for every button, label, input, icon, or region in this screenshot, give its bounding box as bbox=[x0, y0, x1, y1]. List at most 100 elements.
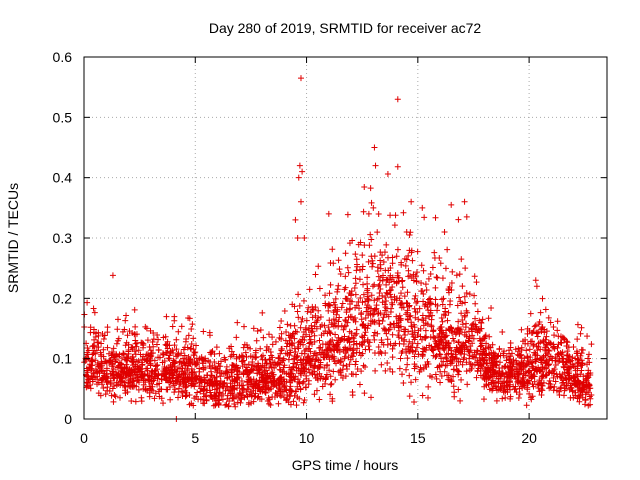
data-point bbox=[207, 365, 214, 372]
data-point bbox=[383, 241, 390, 248]
data-point bbox=[166, 383, 173, 390]
data-point bbox=[366, 346, 373, 353]
data-point bbox=[303, 375, 310, 382]
data-point bbox=[172, 367, 179, 374]
data-point bbox=[306, 286, 313, 293]
data-point bbox=[114, 326, 121, 333]
y-axis-label: SRMTID / TECUs bbox=[5, 183, 21, 293]
data-point bbox=[155, 370, 162, 377]
data-point bbox=[344, 211, 351, 218]
data-point bbox=[231, 366, 238, 373]
data-point bbox=[469, 353, 476, 360]
data-point bbox=[335, 282, 342, 289]
data-point bbox=[507, 393, 514, 400]
data-point bbox=[409, 349, 416, 356]
data-point bbox=[267, 361, 274, 368]
data-point bbox=[350, 346, 357, 353]
data-point bbox=[365, 322, 372, 329]
data-point bbox=[342, 250, 349, 257]
data-point bbox=[392, 212, 399, 219]
data-point bbox=[405, 267, 412, 274]
data-point bbox=[262, 390, 269, 397]
data-point bbox=[444, 372, 451, 379]
data-point bbox=[457, 344, 464, 351]
data-point bbox=[574, 321, 581, 328]
data-point bbox=[322, 292, 329, 299]
data-point bbox=[244, 393, 251, 400]
data-point bbox=[461, 293, 468, 300]
data-point bbox=[101, 370, 108, 377]
data-point bbox=[121, 382, 128, 389]
data-point bbox=[538, 382, 545, 389]
data-point bbox=[188, 365, 195, 372]
data-point bbox=[294, 394, 301, 401]
data-point bbox=[84, 299, 91, 306]
data-point bbox=[374, 264, 381, 271]
data-point bbox=[496, 364, 503, 371]
data-point bbox=[162, 333, 169, 340]
data-point bbox=[559, 349, 566, 356]
data-point bbox=[364, 274, 371, 281]
data-point bbox=[352, 304, 359, 311]
data-point bbox=[371, 307, 378, 314]
data-point bbox=[440, 295, 447, 302]
data-point bbox=[458, 310, 465, 317]
data-point bbox=[365, 343, 372, 350]
data-point bbox=[364, 302, 371, 309]
data-point bbox=[516, 369, 523, 376]
data-point bbox=[189, 369, 196, 376]
data-point bbox=[325, 352, 332, 359]
data-point bbox=[432, 353, 439, 360]
data-point bbox=[357, 294, 364, 301]
data-point bbox=[126, 383, 133, 390]
data-point bbox=[311, 391, 318, 398]
data-point bbox=[287, 401, 294, 408]
data-point bbox=[114, 316, 121, 323]
data-point bbox=[234, 399, 241, 406]
data-point bbox=[369, 260, 376, 267]
data-point bbox=[403, 299, 410, 306]
data-point bbox=[384, 341, 391, 348]
data-point bbox=[502, 369, 509, 376]
data-point bbox=[371, 144, 378, 151]
data-point bbox=[359, 299, 366, 306]
data-point bbox=[347, 313, 354, 320]
data-point bbox=[300, 297, 307, 304]
data-point bbox=[131, 348, 138, 355]
data-point bbox=[330, 299, 337, 306]
data-point bbox=[201, 393, 208, 400]
data-point bbox=[193, 376, 200, 383]
data-point bbox=[362, 364, 369, 371]
data-point bbox=[323, 371, 330, 378]
data-point bbox=[312, 319, 319, 326]
data-point bbox=[218, 392, 225, 399]
data-point bbox=[384, 171, 391, 178]
data-point bbox=[211, 359, 218, 366]
data-point bbox=[529, 393, 536, 400]
data-point bbox=[442, 354, 449, 361]
data-point bbox=[538, 328, 545, 335]
data-point bbox=[437, 379, 444, 386]
data-point bbox=[495, 386, 502, 393]
data-point bbox=[152, 363, 159, 370]
data-point bbox=[337, 271, 344, 278]
data-point bbox=[499, 395, 506, 402]
data-point bbox=[389, 283, 396, 290]
data-point bbox=[540, 372, 547, 379]
data-point bbox=[343, 295, 350, 302]
data-point bbox=[200, 400, 207, 407]
data-point bbox=[420, 267, 427, 274]
data-point bbox=[277, 367, 284, 374]
data-point bbox=[553, 371, 560, 378]
data-point bbox=[419, 392, 426, 399]
data-point bbox=[479, 316, 486, 323]
data-point bbox=[399, 348, 406, 355]
data-point bbox=[263, 360, 270, 367]
data-point bbox=[564, 366, 571, 373]
data-point bbox=[572, 389, 579, 396]
data-point bbox=[131, 331, 138, 338]
data-point bbox=[532, 358, 539, 365]
data-point bbox=[176, 381, 183, 388]
data-point bbox=[201, 376, 208, 383]
data-point bbox=[152, 371, 159, 378]
